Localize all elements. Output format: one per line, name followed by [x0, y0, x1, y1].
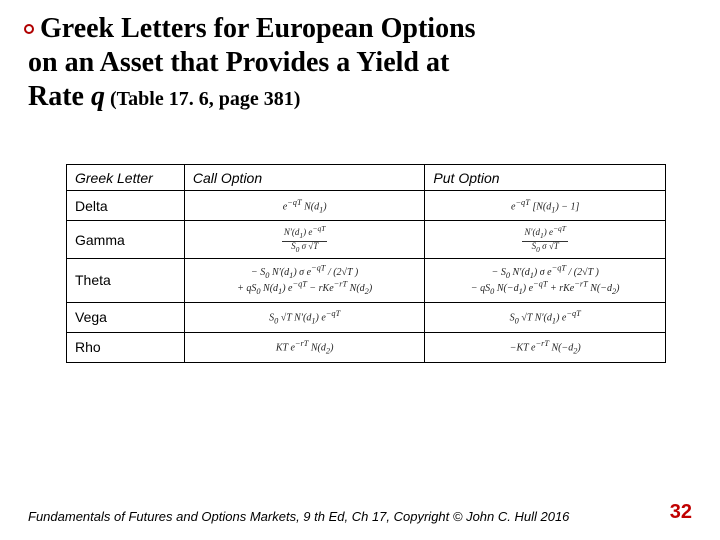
- header-put-option: Put Option: [425, 165, 666, 191]
- slide: Greek Letters for European Options on an…: [0, 0, 720, 540]
- table-row: Gamma N′(d1) e−qTS0 σ √T N′(d1) e−qTS0 σ…: [67, 221, 666, 258]
- delta-call-formula: e−qT N(d1): [184, 191, 425, 221]
- greeks-table: Greek Letter Call Option Put Option Delt…: [66, 164, 666, 362]
- rho-call-formula: KT e−rT N(d2): [184, 332, 425, 362]
- table-row: Delta e−qT N(d1) e−qT [N(d1) − 1]: [67, 191, 666, 221]
- title-line-3: Rate q (Table 17. 6, page 381): [28, 80, 692, 114]
- title-line-2: on an Asset that Provides a Yield at: [28, 46, 692, 80]
- slide-footer: Fundamentals of Futures and Options Mark…: [28, 501, 692, 524]
- row-label-delta: Delta: [67, 191, 185, 221]
- delta-put-formula: e−qT [N(d1) − 1]: [425, 191, 666, 221]
- title-text-3-sub: (Table 17. 6, page 381): [105, 88, 300, 110]
- vega-put-formula: S0 √T N′(d1) e−qT: [425, 302, 666, 332]
- gamma-call-formula: N′(d1) e−qTS0 σ √T: [184, 221, 425, 258]
- row-label-rho: Rho: [67, 332, 185, 362]
- rho-put-formula: −KT e−rT N(−d2): [425, 332, 666, 362]
- title-text-3-italic: q: [91, 81, 105, 112]
- table-header-row: Greek Letter Call Option Put Option: [67, 165, 666, 191]
- vega-call-formula: S0 √T N′(d1) e−qT: [184, 302, 425, 332]
- page-number: 32: [670, 501, 692, 524]
- gamma-put-formula: N′(d1) e−qTS0 σ √T: [425, 221, 666, 258]
- table-row: Rho KT e−rT N(d2) −KT e−rT N(−d2): [67, 332, 666, 362]
- row-label-gamma: Gamma: [67, 221, 185, 258]
- footer-citation: Fundamentals of Futures and Options Mark…: [28, 509, 569, 524]
- title-text-1: Greek Letters for European Options: [40, 13, 476, 44]
- header-call-option: Call Option: [184, 165, 425, 191]
- theta-put-formula: − S0 N′(d1) σ e−qT / (2√T )− qS0 N(−d1) …: [425, 258, 666, 302]
- slide-title: Greek Letters for European Options on an…: [28, 12, 692, 114]
- header-greek-letter: Greek Letter: [67, 165, 185, 191]
- title-line-1: Greek Letters for European Options: [28, 12, 692, 46]
- title-text-3a: Rate: [28, 81, 91, 112]
- bullet-icon: [24, 24, 34, 34]
- table-row: Theta − S0 N′(d1) σ e−qT / (2√T )+ qS0 N…: [67, 258, 666, 302]
- row-label-vega: Vega: [67, 302, 185, 332]
- table-row: Vega S0 √T N′(d1) e−qT S0 √T N′(d1) e−qT: [67, 302, 666, 332]
- row-label-theta: Theta: [67, 258, 185, 302]
- theta-call-formula: − S0 N′(d1) σ e−qT / (2√T )+ qS0 N(d1) e…: [184, 258, 425, 302]
